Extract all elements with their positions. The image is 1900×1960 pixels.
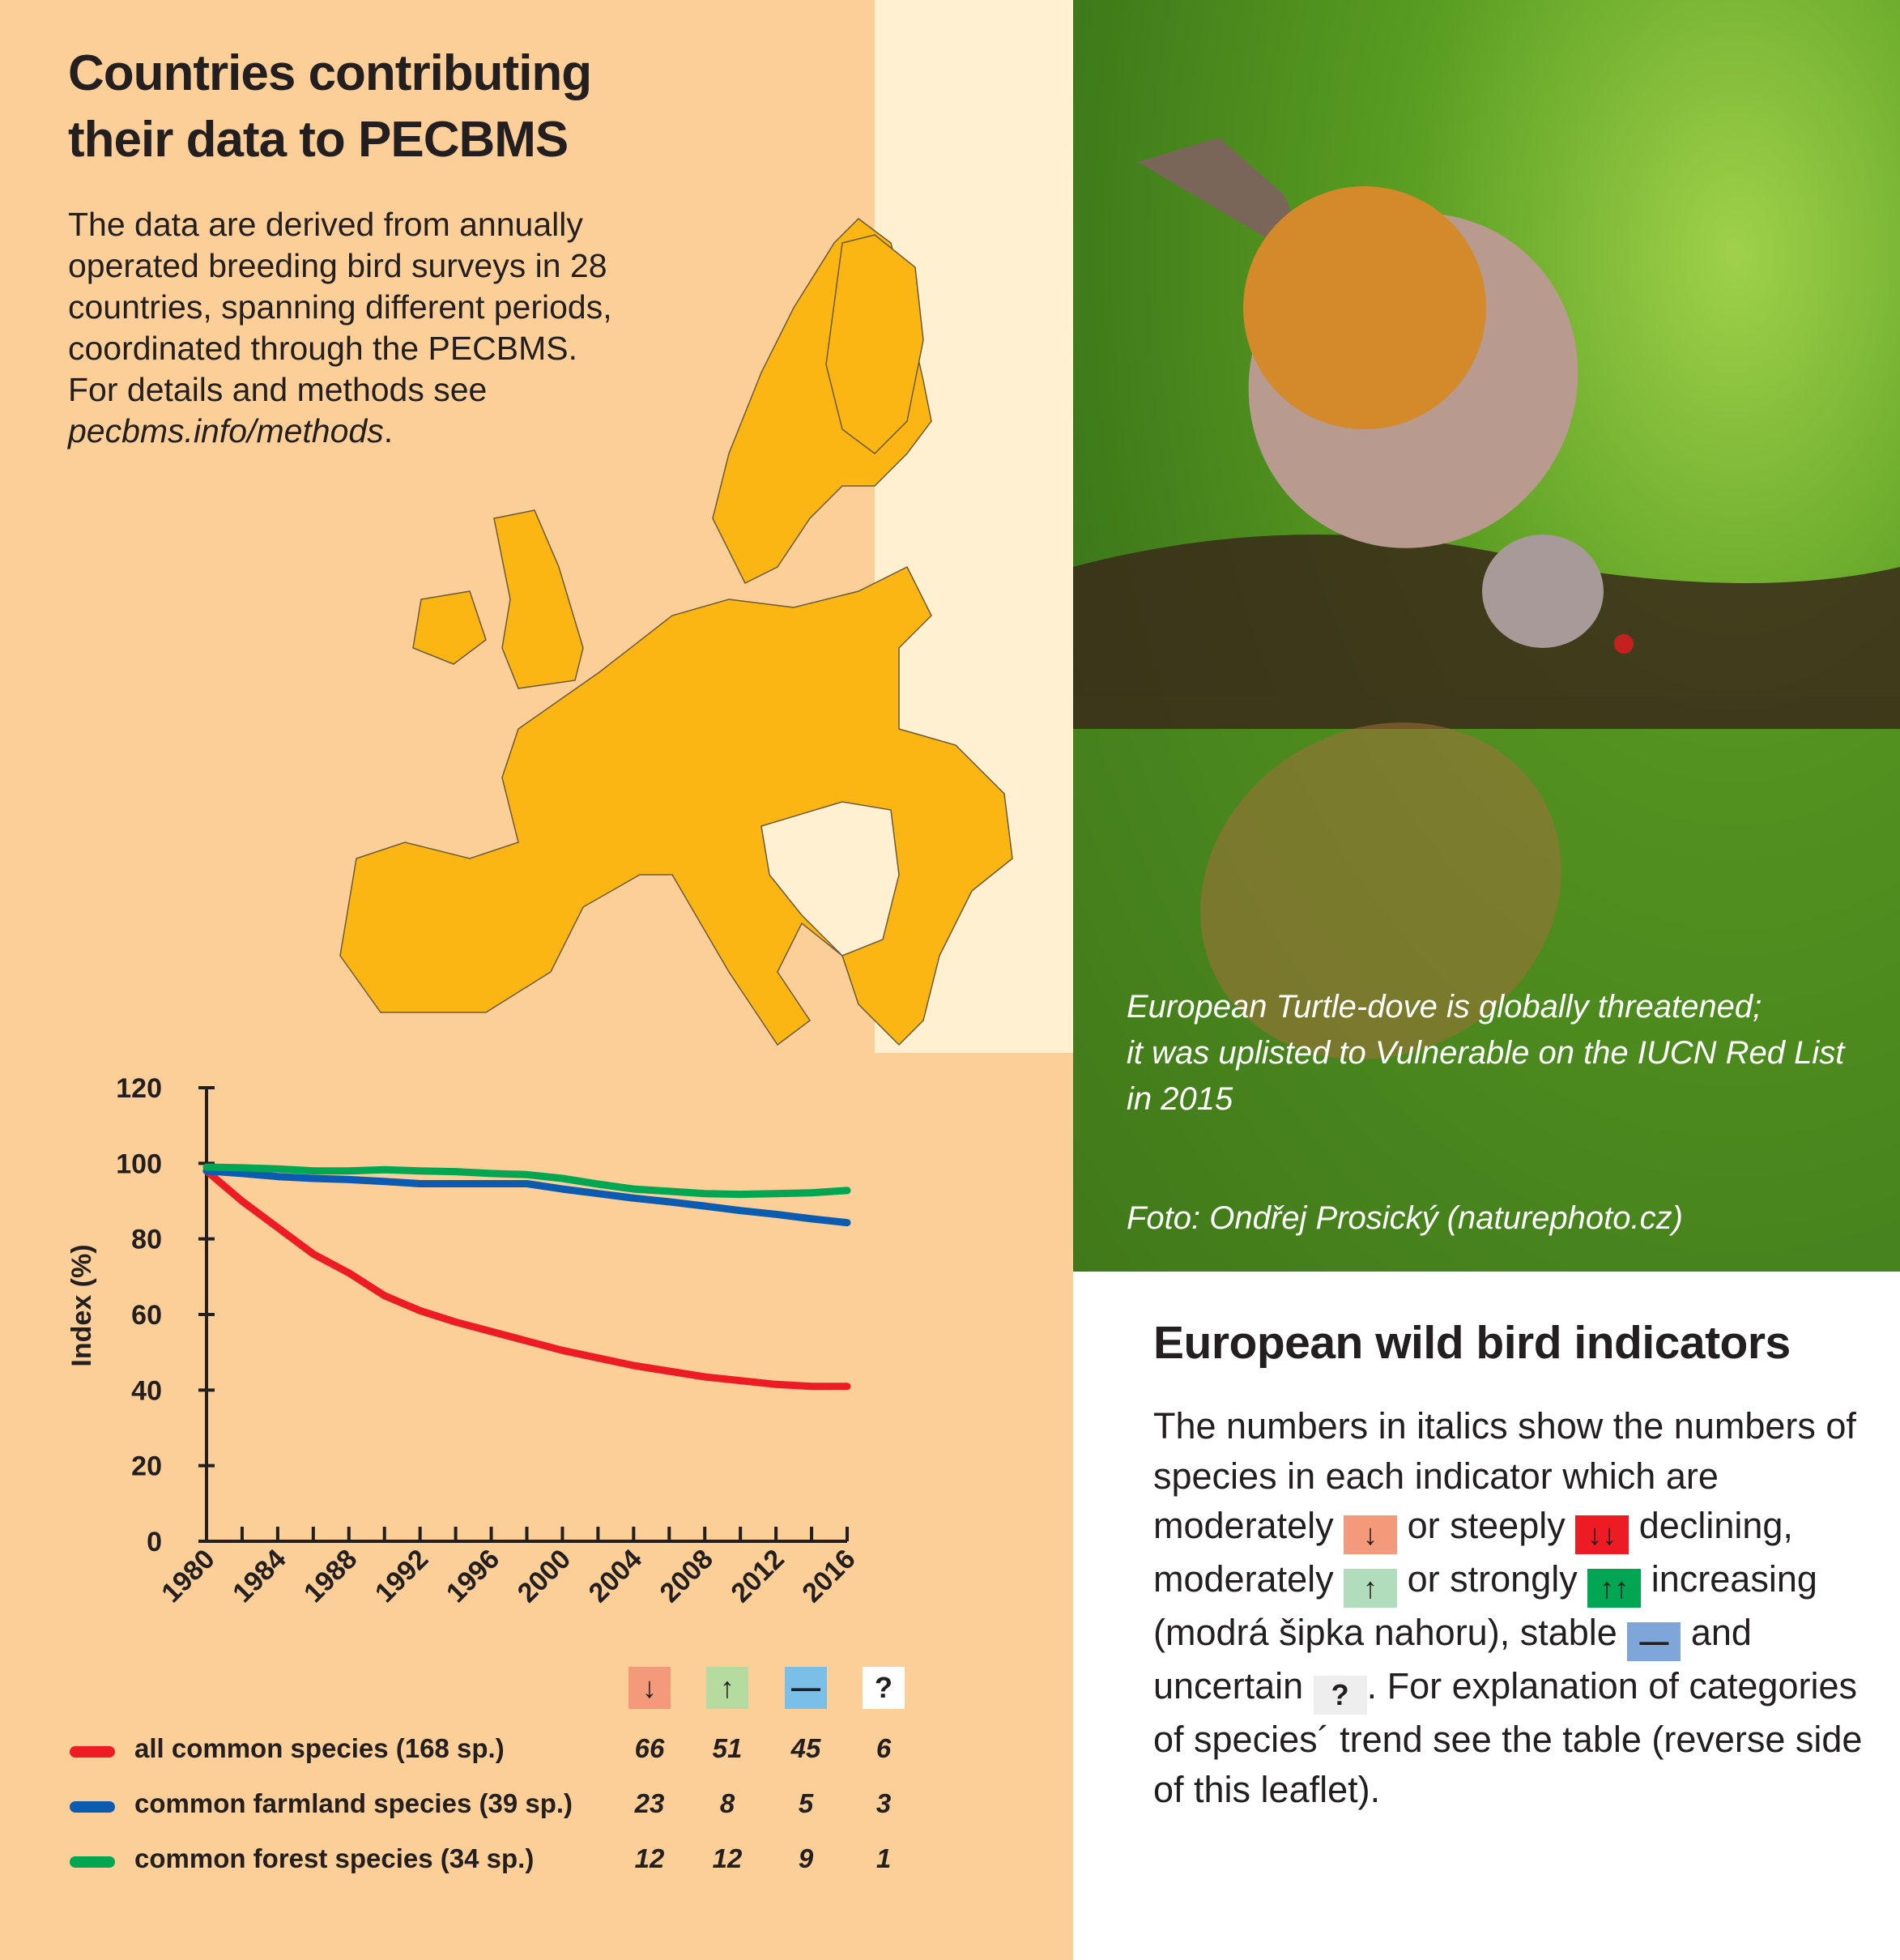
title-line-1: Countries contributing [68, 45, 592, 101]
uncertain-marker: ? [1313, 1676, 1367, 1715]
species-count: 23 [634, 1788, 665, 1818]
species-count: 3 [875, 1788, 892, 1818]
explanation-text: increasing (modrá šipka nahoru), stable [1153, 1558, 1817, 1653]
y-tick-label: 120 [116, 1073, 162, 1104]
map-balkans-non-participating [760, 801, 900, 957]
explanation-text: . For explanation of categories of speci… [1153, 1665, 1863, 1810]
legend-label: common farmland species (39 sp.) [134, 1788, 573, 1818]
methods-link[interactable]: pecbms.info/methods [68, 412, 384, 450]
indicators-explanation: The numbers in italics show the numbers … [1153, 1401, 1866, 1814]
explanation-text: The numbers in italics show the numbers … [1153, 1405, 1856, 1546]
map-finland [825, 234, 924, 454]
y-tick-label: 60 [131, 1300, 162, 1331]
legend-row: all common species (168 sp.) 66 51 45 6 [0, 1732, 972, 1772]
species-count: 8 [719, 1788, 735, 1818]
series-line-3 [202, 1163, 851, 1199]
europe-map [339, 0, 1073, 1053]
turtle-dove-image [1073, 138, 1900, 1272]
photo-caption-line-1: European Turtle-dove is globally threate… [1127, 989, 1762, 1025]
species-count: 12 [634, 1843, 665, 1873]
indicators-title: European wild bird indicators [1153, 1317, 1791, 1369]
chart-legend: ↓ ↑ —? all common species (168 sp.) 66 51 45 6 c… [0, 1652, 972, 1895]
x-tick-label: 1992 [369, 1544, 434, 1608]
legend-swatch [70, 1801, 115, 1813]
legend-swatch [70, 1746, 115, 1758]
strong-increase-marker: ↑↑ [1587, 1569, 1642, 1608]
y-tick-label: 20 [131, 1451, 162, 1482]
legend-row: common forest species (34 sp.) 12 12 9 1 [0, 1842, 972, 1882]
species-count: 45 [790, 1733, 821, 1763]
photo-caption-line-3: in 2015 [1127, 1081, 1233, 1117]
left-panel: Countries contributing their data to PEC… [0, 0, 1073, 1960]
x-tick-label: 2004 [583, 1544, 648, 1608]
legend-swatch [70, 1856, 115, 1868]
map-ireland [412, 590, 487, 665]
category-uncertain-icon: ? [863, 1667, 905, 1709]
category-arrow-down-icon: ↓ [628, 1667, 671, 1709]
x-tick-label: 2008 [654, 1544, 719, 1608]
x-tick-label: 1988 [298, 1544, 363, 1608]
legend-label: common forest species (34 sp.) [134, 1843, 535, 1873]
species-count: 1 [875, 1843, 892, 1873]
species-count: 66 [634, 1733, 665, 1763]
intro-paragraph: The data are derived from annually opera… [68, 204, 635, 452]
category-stable-icon: — [785, 1667, 827, 1709]
moderate-decline-marker: ↓ [1344, 1515, 1398, 1554]
chart-lines [202, 1163, 851, 1391]
series-line-1 [202, 1167, 851, 1391]
y-tick-label: 80 [131, 1225, 162, 1255]
photo-credit: Foto: Ondřej Prosický (naturephoto.cz) [1127, 1200, 1683, 1236]
intro-end: . [383, 412, 394, 450]
species-count: 12 [712, 1843, 743, 1873]
x-tick-label: 1980 [155, 1544, 220, 1608]
page-title: Countries contributing their data to PEC… [68, 40, 592, 173]
moderate-increase-marker: ↑ [1344, 1569, 1398, 1608]
legend-row: common farmland species (39 sp.) 23 8 5 3 [0, 1787, 972, 1827]
legend-label: all common species (168 sp.) [134, 1733, 505, 1763]
title-line-2: their data to PECBMS [68, 112, 569, 168]
species-count: 51 [712, 1733, 743, 1763]
y-tick-label: 100 [116, 1148, 162, 1179]
map-uk [493, 509, 584, 689]
photo-caption-line-2: it was uplisted to Vulnerable on the IUC… [1127, 1035, 1845, 1071]
series-line-2 [202, 1167, 851, 1227]
steep-decline-marker: ↓↓ [1575, 1515, 1629, 1554]
x-tick-label: 2016 [796, 1544, 861, 1608]
x-tick-label: 2012 [725, 1544, 790, 1608]
x-tick-label: 2000 [512, 1544, 577, 1608]
intro-text: The data are derived from annually opera… [68, 206, 612, 408]
species-count: 5 [798, 1788, 814, 1818]
y-axis-label: Index (%) [66, 1244, 97, 1366]
explanation-text: and uncertain [1153, 1612, 1752, 1706]
explanation-text: declining, moderately [1153, 1505, 1793, 1600]
species-count: 6 [875, 1733, 892, 1763]
explanation-text: or steeply [1407, 1505, 1566, 1546]
category-arrow-up-icon: ↑ [706, 1667, 748, 1709]
species-count: 9 [798, 1843, 814, 1873]
explanation-text: or strongly [1407, 1558, 1578, 1600]
x-tick-label: 1996 [441, 1544, 505, 1608]
stable-marker: — [1627, 1622, 1681, 1661]
y-tick-label: 0 [147, 1527, 162, 1557]
turtle-dove-photo: European Turtle-dove is globally threate… [1073, 0, 1900, 1272]
x-tick-label: 1984 [227, 1544, 292, 1608]
y-tick-label: 40 [131, 1375, 162, 1406]
